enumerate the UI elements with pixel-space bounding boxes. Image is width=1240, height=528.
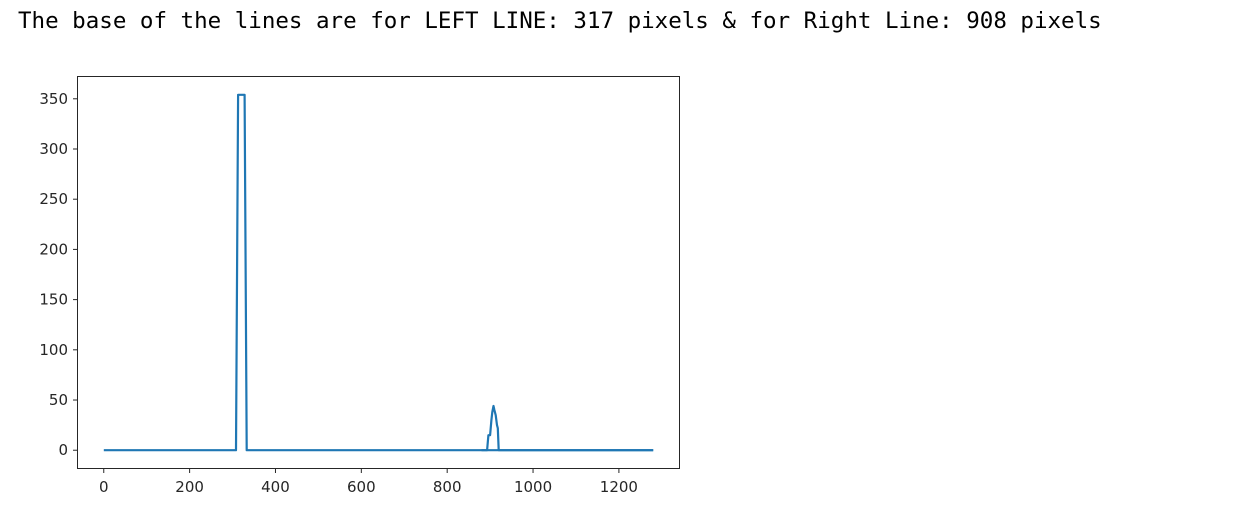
plot-area	[103, 93, 654, 452]
y-tick-label: 100	[39, 341, 68, 359]
y-tick-label: 0	[58, 441, 68, 459]
y-axis: 0 50 100 150 200 250 300 350	[39, 90, 78, 459]
series-line-1	[103, 93, 654, 452]
y-tick-label: 300	[39, 140, 68, 158]
output-text: The base of the lines are for LEFT LINE:…	[18, 8, 1102, 34]
x-tick-label: 400	[261, 478, 290, 496]
x-tick-label: 1000	[514, 478, 552, 496]
y-tick-label: 250	[39, 190, 68, 208]
plot-frame	[77, 76, 680, 469]
x-tick-label: 0	[99, 478, 109, 496]
y-tick-label: 150	[39, 291, 68, 309]
y-tick-label: 200	[39, 240, 68, 258]
x-axis: 0 200 400 600 800 1000 1200	[99, 468, 638, 496]
x-tick-label: 1200	[600, 478, 638, 496]
x-tick-label: 800	[433, 478, 462, 496]
x-tick-label: 200	[175, 478, 204, 496]
y-tick-label: 350	[39, 90, 68, 108]
y-tick-label: 50	[49, 391, 68, 409]
x-tick-label: 600	[347, 478, 376, 496]
series-line-2	[481, 404, 654, 452]
